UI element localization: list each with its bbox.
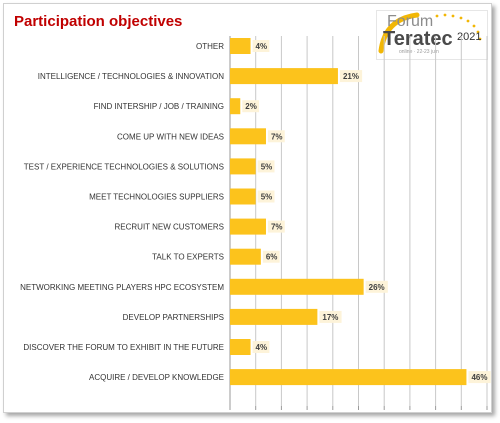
bar — [230, 278, 364, 295]
value-label: 5% — [261, 193, 273, 202]
bar — [230, 98, 241, 115]
value-label-box — [365, 280, 388, 293]
value-label: 4% — [256, 343, 268, 352]
forum-teratec-logo: Forum Teratec 2021 online · 22-23 juin — [376, 10, 488, 60]
category-label: ACQUIRE / DEVELOP KNOWLEDGE — [89, 373, 224, 382]
value-label-box — [267, 130, 285, 143]
bar-chart: OTHER INTELLIGENCE / TECHNOLOGIES & INNOV… — [20, 36, 491, 410]
category-label: OTHER — [196, 42, 224, 51]
value-label: 21% — [343, 72, 359, 81]
chart-title: Participation objectives — [14, 13, 183, 30]
category-label: TEST / EXPERIENCE TECHNOLOGIES & SOLUTIO… — [24, 162, 224, 171]
bar — [230, 128, 266, 145]
bar — [230, 38, 251, 54]
logo-tagline: online · 22-23 juin — [399, 49, 439, 55]
value-label: 26% — [369, 283, 385, 292]
category-label: TALK TO EXPERTS — [152, 253, 224, 262]
category-label: DEVELOP PARTNERSHIPS — [123, 313, 224, 322]
value-label-box — [252, 341, 270, 353]
chart-frame: Participation objectives Forum Teratec 2… — [3, 3, 492, 413]
logo-word-forum: Forum — [387, 13, 434, 30]
value-label-box — [339, 70, 363, 83]
value-label: 4% — [256, 42, 268, 51]
chart-bars — [230, 38, 467, 386]
bar — [230, 339, 251, 355]
logo-year: 2021 — [457, 31, 482, 43]
bar — [230, 369, 467, 386]
bar — [230, 218, 266, 235]
category-label: RECRUIT NEW CUSTOMERS — [115, 223, 225, 232]
category-label: NETWORKING MEETING PLAYERS HPC ECOSYSTEM — [20, 283, 224, 292]
value-label: 7% — [271, 223, 283, 232]
category-label: FIND INTERSHIP / JOB / TRAINING — [94, 102, 224, 111]
value-label-box — [257, 190, 275, 203]
value-label-box — [267, 220, 285, 233]
value-label: 6% — [266, 253, 278, 262]
value-label: 5% — [261, 162, 273, 171]
value-label-box — [252, 40, 270, 52]
value-label: 46% — [471, 373, 487, 382]
value-label: 2% — [245, 102, 257, 111]
value-label-box — [468, 371, 491, 384]
bar — [230, 248, 261, 265]
category-label: MEET TECHNOLOGIES SUPPLIERS — [89, 193, 224, 202]
category-label: INTELLIGENCE / TECHNOLOGIES & INNOVATION — [38, 72, 224, 81]
chart-value-labels: 4% 21% 2% 7% 5% 5% 7% 6% 26% 17% 4% 46% — [242, 40, 491, 384]
category-label: DISCOVER THE FORUM TO EXHIBIT IN THE FUT… — [23, 343, 224, 352]
value-label-box — [257, 160, 275, 173]
value-label-box — [242, 100, 260, 113]
value-label-box — [319, 310, 342, 323]
bar — [230, 68, 338, 85]
chart-category-labels: OTHER INTELLIGENCE / TECHNOLOGIES & INNOV… — [20, 42, 224, 382]
value-label: 7% — [271, 132, 283, 141]
logo-stars-arc — [378, 12, 482, 54]
bar — [230, 308, 318, 325]
value-label-box — [262, 250, 280, 263]
bar — [230, 158, 256, 175]
value-label: 17% — [322, 313, 338, 322]
bar — [230, 188, 256, 205]
category-label: COME UP WITH NEW IDEAS — [117, 132, 224, 141]
